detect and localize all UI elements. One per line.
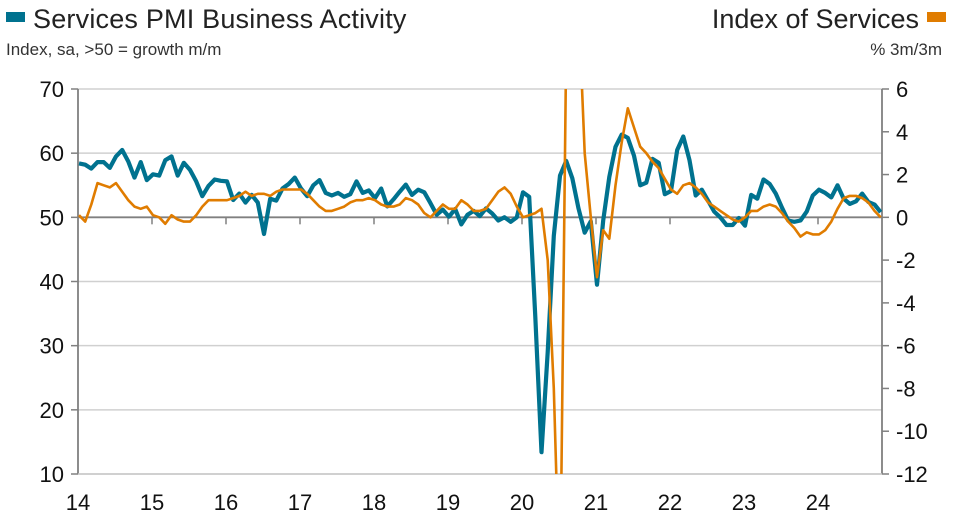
ios-series-line xyxy=(78,89,882,474)
left-axis-tick-label: 50 xyxy=(40,205,64,230)
right-axis-tick-label: 4 xyxy=(896,120,908,145)
x-axis-tick-label: 18 xyxy=(362,490,386,515)
series-lines xyxy=(78,89,882,474)
x-axis-tick-label: 14 xyxy=(66,490,90,515)
right-axis-tick-label: 6 xyxy=(896,77,908,102)
left-axis-subtitle: Index, sa, >50 = growth m/m xyxy=(6,40,222,59)
left-axis-tick-label: 40 xyxy=(40,270,64,295)
pmi-legend-swatch xyxy=(6,12,25,22)
right-axis-tick-label: -12 xyxy=(896,462,928,487)
right-axis-tick-label: -6 xyxy=(896,334,916,359)
ios-legend-swatch xyxy=(927,12,946,22)
left-axis-tick-label: 60 xyxy=(40,141,64,166)
x-axis-tick-label: 21 xyxy=(584,490,608,515)
left-title-text: Services PMI Business Activity xyxy=(33,4,407,34)
right-axis-subtitle: % 3m/3m xyxy=(870,40,942,59)
x-axis-tick-label: 19 xyxy=(436,490,460,515)
right-axis-tick-label: 0 xyxy=(896,205,908,230)
right-axis-tick-label: -8 xyxy=(896,376,916,401)
x-axis-tick-label: 20 xyxy=(510,490,534,515)
right-title-text: Index of Services xyxy=(711,4,919,34)
x-axis-tick-label: 15 xyxy=(140,490,164,515)
x-axis-tick-label: 24 xyxy=(806,490,830,515)
right-axis-tick-label: -2 xyxy=(896,248,916,273)
right-axis-tick-label: -4 xyxy=(896,291,916,316)
left-axis-tick-label: 70 xyxy=(40,77,64,102)
left-axis-tick-label: 10 xyxy=(40,462,64,487)
right-legend-title: Index of Services xyxy=(712,4,946,35)
x-axis-tick-label: 17 xyxy=(288,490,312,515)
right-axis-tick-label: -10 xyxy=(896,419,928,444)
left-axis-tick-label: 30 xyxy=(40,334,64,359)
x-axis-tick-label: 23 xyxy=(732,490,756,515)
left-legend-title: Services PMI Business Activity xyxy=(6,4,407,35)
x-axis-tick-label: 16 xyxy=(214,490,238,515)
gridlines xyxy=(78,88,882,475)
x-axis-tick-label: 22 xyxy=(658,490,682,515)
right-axis-tick-label: 2 xyxy=(896,163,908,188)
pmi-series-line xyxy=(78,132,882,455)
left-axis-tick-label: 20 xyxy=(40,398,64,423)
